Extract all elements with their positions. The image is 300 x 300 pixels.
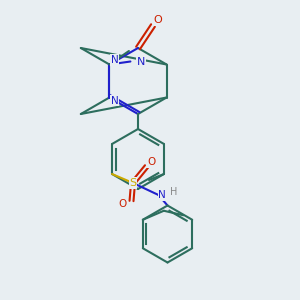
Text: O: O	[153, 15, 162, 25]
Text: N: N	[111, 95, 119, 106]
Text: O: O	[118, 199, 127, 209]
Text: N: N	[111, 55, 119, 65]
Text: S: S	[130, 178, 136, 188]
Text: O: O	[147, 157, 155, 167]
Text: N: N	[158, 190, 166, 200]
Text: H: H	[170, 187, 178, 197]
Text: N: N	[137, 56, 145, 67]
